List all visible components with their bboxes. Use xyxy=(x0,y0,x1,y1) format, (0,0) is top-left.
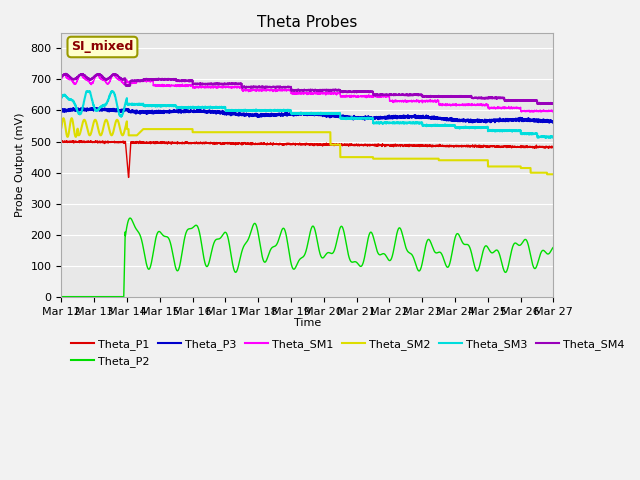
Theta_P2 xyxy=(58,294,65,300)
Theta_SM3 xyxy=(550,134,557,140)
Theta_P1 xyxy=(246,141,254,147)
Theta_SM1 xyxy=(268,87,275,93)
Theta_SM1 xyxy=(550,108,557,114)
Theta_SM2 xyxy=(540,170,548,176)
Theta_SM4 xyxy=(487,95,495,100)
Theta_P1 xyxy=(143,140,151,146)
Theta_P3 xyxy=(540,118,548,123)
Theta_SM1 xyxy=(487,105,495,110)
Theta_P1 xyxy=(58,138,65,144)
Theta_SM4 xyxy=(550,101,557,107)
Line: Theta_SM1: Theta_SM1 xyxy=(61,73,554,112)
Theta_SM2 xyxy=(550,171,557,177)
Theta_P2 xyxy=(540,248,548,253)
Theta_P3 xyxy=(114,107,122,113)
Theta_SM1 xyxy=(109,71,117,76)
Theta_SM1 xyxy=(143,78,151,84)
Line: Theta_P2: Theta_P2 xyxy=(61,218,554,297)
Line: Theta_P3: Theta_P3 xyxy=(61,108,554,123)
X-axis label: Time: Time xyxy=(294,318,321,328)
Theta_SM3 xyxy=(58,95,65,101)
Theta_SM3 xyxy=(114,105,122,111)
Theta_SM1 xyxy=(114,76,122,82)
Theta_SM3 xyxy=(108,88,116,94)
Theta_P2 xyxy=(143,263,151,269)
Theta_SM1 xyxy=(246,87,254,93)
Theta_SM2 xyxy=(58,125,65,131)
Theta_P1 xyxy=(268,141,276,146)
Theta_SM3 xyxy=(542,135,550,141)
Theta_SM2 xyxy=(487,164,495,169)
Theta_SM4 xyxy=(246,84,254,90)
Theta_SM4 xyxy=(114,72,122,78)
Theta_P1 xyxy=(487,143,495,149)
Theta_SM3 xyxy=(246,108,254,114)
Theta_P2 xyxy=(126,215,134,221)
Theta_P3 xyxy=(550,120,557,125)
Theta_SM2 xyxy=(68,115,76,121)
Theta_P3 xyxy=(268,113,275,119)
Theta_SM4 xyxy=(537,101,545,107)
Theta_SM2 xyxy=(114,117,122,123)
Theta_SM4 xyxy=(58,73,65,79)
Theta_P1 xyxy=(125,175,132,180)
Theta_P2 xyxy=(487,250,495,255)
Theta_SM2 xyxy=(543,171,551,177)
Theta_SM1 xyxy=(540,108,548,114)
Line: Theta_SM2: Theta_SM2 xyxy=(61,118,554,174)
Theta_SM1 xyxy=(530,109,538,115)
Theta_SM1 xyxy=(58,77,65,83)
Line: Theta_P1: Theta_P1 xyxy=(61,141,554,178)
Theta_P2 xyxy=(114,294,122,300)
Text: SI_mixed: SI_mixed xyxy=(71,40,134,53)
Theta_P3 xyxy=(88,105,96,111)
Theta_SM3 xyxy=(487,128,495,133)
Y-axis label: Probe Output (mV): Probe Output (mV) xyxy=(15,113,25,217)
Theta_SM2 xyxy=(246,129,254,135)
Theta_SM3 xyxy=(143,102,151,108)
Theta_P3 xyxy=(58,109,65,115)
Title: Theta Probes: Theta Probes xyxy=(257,15,358,30)
Legend: Theta_P1, Theta_P2, Theta_P3, Theta_SM1, Theta_SM2, Theta_SM3, Theta_SM4: Theta_P1, Theta_P2, Theta_P3, Theta_SM1,… xyxy=(67,335,629,371)
Theta_SM2 xyxy=(268,129,275,135)
Theta_SM4 xyxy=(143,76,151,82)
Theta_P2 xyxy=(268,245,275,251)
Theta_P1 xyxy=(550,144,557,150)
Theta_P1 xyxy=(540,144,548,150)
Theta_P3 xyxy=(487,118,495,123)
Line: Theta_SM4: Theta_SM4 xyxy=(61,74,554,104)
Theta_SM4 xyxy=(540,101,548,107)
Theta_SM4 xyxy=(268,84,275,90)
Theta_P1 xyxy=(76,138,84,144)
Theta_SM3 xyxy=(268,108,275,113)
Theta_P3 xyxy=(246,111,254,117)
Theta_P2 xyxy=(246,231,254,237)
Theta_SM2 xyxy=(143,126,151,132)
Line: Theta_SM3: Theta_SM3 xyxy=(61,91,554,138)
Theta_SM4 xyxy=(62,71,70,77)
Theta_P1 xyxy=(114,140,122,145)
Theta_P2 xyxy=(550,244,557,250)
Theta_P3 xyxy=(143,111,151,117)
Theta_P3 xyxy=(545,120,553,126)
Theta_SM3 xyxy=(540,134,548,140)
